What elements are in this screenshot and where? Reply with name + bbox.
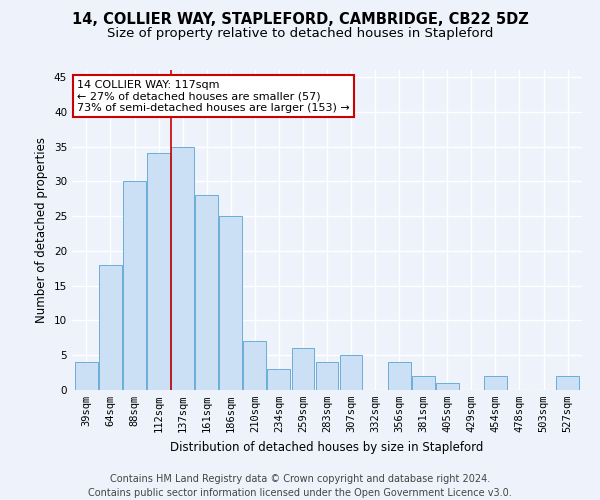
Text: Size of property relative to detached houses in Stapleford: Size of property relative to detached ho… (107, 28, 493, 40)
Text: Contains HM Land Registry data © Crown copyright and database right 2024.
Contai: Contains HM Land Registry data © Crown c… (88, 474, 512, 498)
Bar (244, 342, 266, 390)
Bar (484, 376, 507, 390)
Y-axis label: Number of detached properties: Number of detached properties (35, 137, 49, 323)
Bar (171, 146, 194, 390)
Bar (268, 369, 290, 390)
Bar (292, 348, 314, 390)
Text: 14 COLLIER WAY: 117sqm
← 27% of detached houses are smaller (57)
73% of semi-det: 14 COLLIER WAY: 117sqm ← 27% of detached… (77, 80, 350, 113)
Bar (123, 182, 146, 390)
Bar (436, 383, 459, 390)
Bar (195, 195, 218, 390)
Bar (75, 362, 98, 390)
Bar (220, 216, 242, 390)
Bar (340, 355, 362, 390)
Bar (556, 376, 579, 390)
X-axis label: Distribution of detached houses by size in Stapleford: Distribution of detached houses by size … (170, 440, 484, 454)
Bar (147, 154, 170, 390)
Text: 14, COLLIER WAY, STAPLEFORD, CAMBRIDGE, CB22 5DZ: 14, COLLIER WAY, STAPLEFORD, CAMBRIDGE, … (71, 12, 529, 28)
Bar (316, 362, 338, 390)
Bar (412, 376, 434, 390)
Bar (388, 362, 410, 390)
Bar (99, 265, 122, 390)
